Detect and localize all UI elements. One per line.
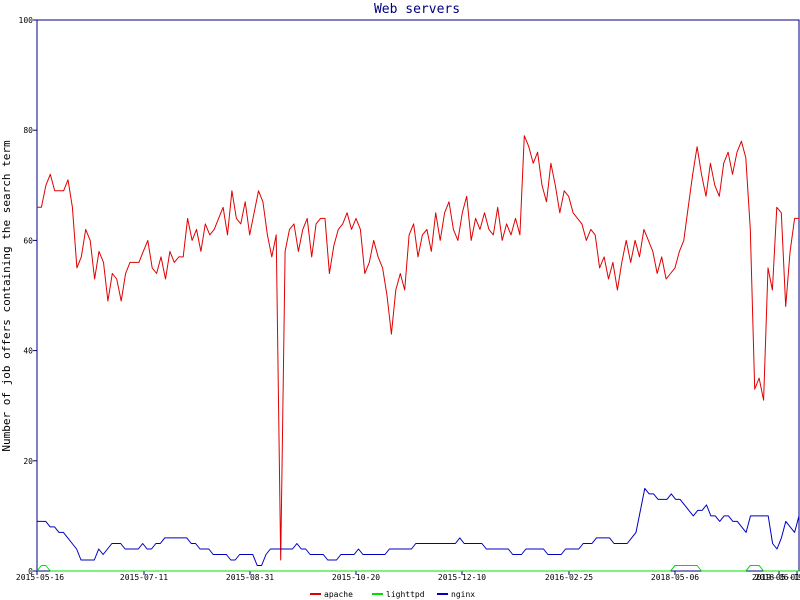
x-tick-label: 2015-05-16 — [16, 573, 64, 582]
x-tick-label: 2018-05-06 — [651, 573, 699, 582]
series-line-lighttpd — [36, 565, 799, 572]
y-tick-label: 100 — [19, 16, 34, 25]
series-lines — [36, 135, 800, 572]
legend-label-nginx: nginx — [451, 590, 475, 599]
y-axis-ticks: 0 20 40 60 80 100 — [19, 16, 37, 576]
x-axis-ticks: 2015-05-16 2015-07-11 2015-08-31 2015-10-20… — [16, 571, 800, 582]
series-line-nginx — [37, 487, 800, 566]
y-tick-label: 20 — [23, 457, 33, 466]
x-tick-label: 2015-10-20 — [332, 573, 380, 582]
legend-label-apache: apache — [324, 590, 353, 599]
x-tick-label: 2015-07-11 — [120, 573, 168, 582]
y-tick-label: 0 — [28, 567, 33, 576]
x-tick-label: 2016-02-25 — [545, 573, 593, 582]
x-tick-label: 2019-05-01 — [752, 573, 800, 582]
legend: apache lighttpd nginx — [310, 590, 475, 599]
legend-label-lighttpd: lighttpd — [386, 590, 425, 599]
x-tick-label: 2015-08-31 — [226, 573, 274, 582]
x-tick-label: 2018-06-19 — [755, 573, 800, 582]
y-axis-label: Number of job offers containing the sear… — [0, 140, 13, 452]
y-tick-label: 80 — [23, 126, 33, 135]
y-tick-label: 60 — [23, 236, 33, 245]
plot-area — [36, 19, 800, 572]
y-tick-label: 40 — [23, 347, 33, 356]
chart-title: Web servers — [374, 2, 460, 17]
series-line-apache — [37, 135, 799, 561]
x-tick-label: 2015-12-10 — [438, 573, 486, 582]
